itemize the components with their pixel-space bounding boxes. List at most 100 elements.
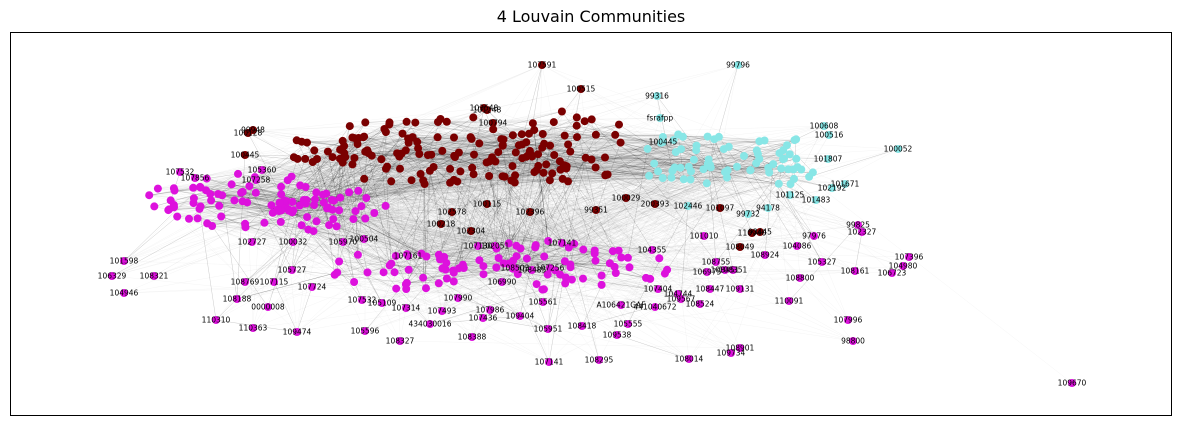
edge <box>193 168 387 199</box>
edge <box>206 168 451 179</box>
edge <box>254 150 530 178</box>
node-label: 109404 <box>506 312 535 321</box>
edge <box>285 128 385 206</box>
edge <box>660 142 761 233</box>
node <box>381 201 390 210</box>
node <box>528 266 536 274</box>
node <box>474 242 482 250</box>
edge <box>438 157 493 255</box>
edge <box>437 121 583 327</box>
edge <box>339 158 473 338</box>
edge <box>236 194 324 300</box>
edge <box>442 150 596 261</box>
edge <box>571 175 650 280</box>
edge <box>707 163 801 279</box>
node <box>407 176 416 185</box>
edge <box>472 167 622 306</box>
node <box>469 170 478 179</box>
edge <box>681 148 904 267</box>
node <box>311 195 319 204</box>
edge <box>532 123 859 226</box>
edge <box>431 154 753 234</box>
edge <box>212 225 496 247</box>
edge <box>538 165 545 257</box>
node <box>716 204 724 212</box>
edge <box>531 136 683 271</box>
node <box>660 269 669 278</box>
edge <box>529 183 707 213</box>
edge <box>438 136 683 255</box>
edge <box>242 125 350 202</box>
edge <box>457 181 484 267</box>
edge <box>564 135 697 151</box>
edge <box>364 178 392 182</box>
edge <box>111 152 459 277</box>
edge <box>200 187 517 246</box>
edge <box>453 117 577 271</box>
edge <box>450 145 519 170</box>
edge <box>565 136 664 278</box>
node <box>483 200 491 208</box>
edge <box>426 167 681 257</box>
edge <box>756 163 849 321</box>
edge <box>329 135 565 226</box>
node-label: 109474 <box>283 328 312 337</box>
edge <box>429 170 442 225</box>
node <box>233 295 241 303</box>
edge <box>650 205 689 279</box>
edge <box>531 156 854 342</box>
node-label: 107591 <box>528 61 557 70</box>
node-label: 107532 <box>348 296 377 305</box>
edge <box>687 205 849 321</box>
edge <box>300 142 527 186</box>
edge <box>255 156 346 193</box>
edge <box>582 172 770 279</box>
edge <box>621 169 704 258</box>
edge <box>657 171 741 349</box>
node <box>442 274 451 283</box>
edge <box>292 165 565 213</box>
node-label: A106421GAF <box>596 301 645 310</box>
edge <box>561 167 769 244</box>
node <box>566 147 575 156</box>
edge <box>594 207 721 251</box>
edge <box>361 206 732 354</box>
node <box>449 266 458 275</box>
edge <box>344 107 485 154</box>
edge <box>440 118 503 146</box>
edge <box>236 269 409 300</box>
edge <box>531 154 863 233</box>
edge <box>458 152 606 175</box>
node <box>888 269 896 277</box>
edge <box>483 107 512 181</box>
edge <box>296 140 497 268</box>
node <box>361 118 370 127</box>
edge <box>618 117 661 251</box>
edge <box>313 230 496 247</box>
edge <box>423 158 760 181</box>
edge <box>381 159 547 165</box>
edge <box>215 170 430 321</box>
edge <box>389 124 724 150</box>
edge <box>385 168 430 171</box>
node <box>825 131 833 139</box>
node <box>546 141 555 150</box>
edge <box>477 154 532 247</box>
edge <box>471 138 517 246</box>
node <box>522 254 531 263</box>
edge <box>543 163 655 290</box>
node <box>567 275 576 284</box>
node-label: 109538 <box>603 331 632 340</box>
edge <box>570 205 689 268</box>
node <box>301 183 310 191</box>
edge <box>364 178 496 247</box>
edge <box>440 118 675 168</box>
edge <box>168 140 297 211</box>
edge <box>486 177 672 205</box>
node <box>729 266 737 274</box>
edge <box>750 170 817 201</box>
edge <box>607 172 813 175</box>
edge <box>529 134 616 213</box>
edge <box>406 163 708 255</box>
